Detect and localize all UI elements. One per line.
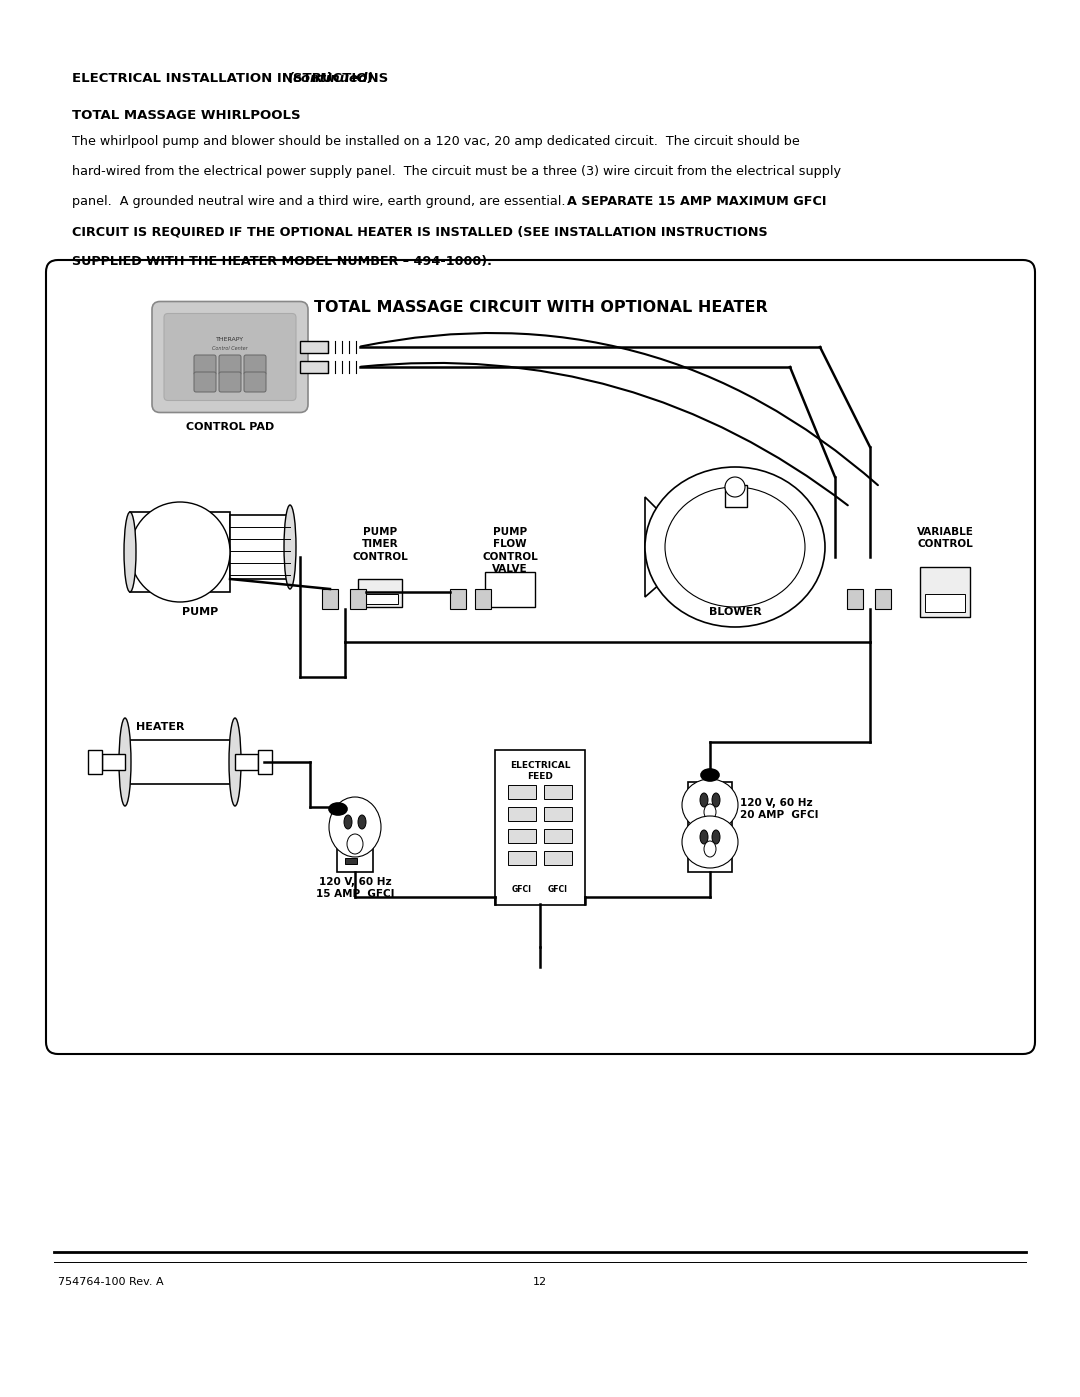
Bar xyxy=(875,590,891,609)
Bar xyxy=(300,341,328,353)
FancyBboxPatch shape xyxy=(152,302,308,412)
Text: A SEPARATE 15 AMP MAXIMUM GFCI: A SEPARATE 15 AMP MAXIMUM GFCI xyxy=(567,196,826,208)
Text: ELECTRICAL
FEED: ELECTRICAL FEED xyxy=(510,761,570,781)
Text: GFCI: GFCI xyxy=(548,886,568,894)
Bar xyxy=(322,590,338,609)
FancyBboxPatch shape xyxy=(46,260,1035,1053)
FancyBboxPatch shape xyxy=(219,355,241,374)
Bar xyxy=(508,828,536,842)
Bar xyxy=(345,858,357,863)
FancyBboxPatch shape xyxy=(194,355,216,374)
FancyBboxPatch shape xyxy=(244,372,266,393)
Text: ELECTRICAL INSTALLATION INSTRUCTIONS: ELECTRICAL INSTALLATION INSTRUCTIONS xyxy=(72,73,393,85)
FancyBboxPatch shape xyxy=(194,372,216,393)
Text: CONTROL PAD: CONTROL PAD xyxy=(186,422,274,433)
FancyBboxPatch shape xyxy=(219,372,241,393)
Ellipse shape xyxy=(704,841,716,856)
Ellipse shape xyxy=(357,814,366,828)
Text: THERAPY: THERAPY xyxy=(216,337,244,341)
Ellipse shape xyxy=(645,467,825,627)
Text: HEATER: HEATER xyxy=(136,722,185,732)
Bar xyxy=(475,590,491,609)
Ellipse shape xyxy=(124,511,136,592)
Ellipse shape xyxy=(700,830,708,844)
Text: PUMP
FLOW
CONTROL
VALVE: PUMP FLOW CONTROL VALVE xyxy=(482,527,538,574)
Text: PUMP
TIMER
CONTROL: PUMP TIMER CONTROL xyxy=(352,527,408,562)
Ellipse shape xyxy=(700,793,708,807)
Bar xyxy=(350,590,366,609)
Bar xyxy=(725,485,747,507)
Bar xyxy=(847,590,863,609)
Bar xyxy=(230,515,291,578)
Bar xyxy=(920,567,970,617)
Bar xyxy=(130,529,148,576)
Bar xyxy=(688,782,732,872)
Bar xyxy=(300,360,328,373)
Text: BLOWER: BLOWER xyxy=(708,608,761,617)
Bar xyxy=(485,571,535,608)
Bar xyxy=(450,590,465,609)
Text: 120 V, 60 Hz
20 AMP  GFCI: 120 V, 60 Hz 20 AMP GFCI xyxy=(740,798,819,820)
Ellipse shape xyxy=(665,488,805,608)
Bar xyxy=(337,812,373,872)
Polygon shape xyxy=(645,497,685,597)
Bar xyxy=(924,594,966,612)
Bar xyxy=(125,740,235,784)
Bar xyxy=(495,750,585,904)
Ellipse shape xyxy=(130,502,230,602)
Text: Control Center: Control Center xyxy=(212,346,247,352)
Bar xyxy=(544,806,572,820)
Ellipse shape xyxy=(701,768,719,781)
Bar xyxy=(235,754,258,770)
Text: TOTAL MASSAGE WHIRLPOOLS: TOTAL MASSAGE WHIRLPOOLS xyxy=(72,109,300,122)
Text: PUMP: PUMP xyxy=(181,608,218,617)
Ellipse shape xyxy=(681,816,738,868)
Bar xyxy=(544,828,572,842)
Bar xyxy=(544,785,572,799)
Bar xyxy=(362,594,399,604)
Text: (continued): (continued) xyxy=(288,73,375,85)
Bar xyxy=(102,754,125,770)
FancyBboxPatch shape xyxy=(244,355,266,374)
Bar xyxy=(508,806,536,820)
Ellipse shape xyxy=(284,504,296,590)
Ellipse shape xyxy=(329,803,347,814)
Text: hard-wired from the electrical power supply panel.  The circuit must be a three : hard-wired from the electrical power sup… xyxy=(72,165,841,177)
Text: The whirlpool pump and blower should be installed on a 120 vac, 20 amp dedicated: The whirlpool pump and blower should be … xyxy=(72,136,800,148)
Ellipse shape xyxy=(229,718,241,806)
Ellipse shape xyxy=(345,814,352,828)
Text: 754764-100 Rev. A: 754764-100 Rev. A xyxy=(58,1277,164,1287)
Bar xyxy=(357,578,402,608)
Bar xyxy=(508,785,536,799)
Text: TOTAL MASSAGE CIRCUIT WITH OPTIONAL HEATER: TOTAL MASSAGE CIRCUIT WITH OPTIONAL HEAT… xyxy=(313,300,768,314)
Bar xyxy=(544,851,572,865)
Bar xyxy=(258,750,272,774)
Ellipse shape xyxy=(725,476,745,497)
Ellipse shape xyxy=(119,718,131,806)
Text: 120 V, 60 Hz
15 AMP  GFCI: 120 V, 60 Hz 15 AMP GFCI xyxy=(315,877,394,898)
Bar xyxy=(508,851,536,865)
Bar xyxy=(130,511,230,592)
Ellipse shape xyxy=(712,830,720,844)
Text: panel.  A grounded neutral wire and a third wire, earth ground, are essential.: panel. A grounded neutral wire and a thi… xyxy=(72,196,569,208)
Bar xyxy=(87,750,102,774)
Ellipse shape xyxy=(347,834,363,854)
Text: CIRCUIT IS REQUIRED IF THE OPTIONAL HEATER IS INSTALLED (SEE INSTALLATION INSTRU: CIRCUIT IS REQUIRED IF THE OPTIONAL HEAT… xyxy=(72,225,768,237)
FancyBboxPatch shape xyxy=(164,313,296,401)
Text: SUPPLIED WITH THE HEATER MODEL NUMBER – 494-1000).: SUPPLIED WITH THE HEATER MODEL NUMBER – … xyxy=(72,256,491,268)
Text: 12: 12 xyxy=(532,1277,548,1287)
Text: GFCI: GFCI xyxy=(512,886,532,894)
Ellipse shape xyxy=(681,780,738,831)
Ellipse shape xyxy=(329,798,381,856)
Ellipse shape xyxy=(712,793,720,807)
Ellipse shape xyxy=(704,805,716,820)
Text: VARIABLE
CONTROL: VARIABLE CONTROL xyxy=(917,527,973,549)
